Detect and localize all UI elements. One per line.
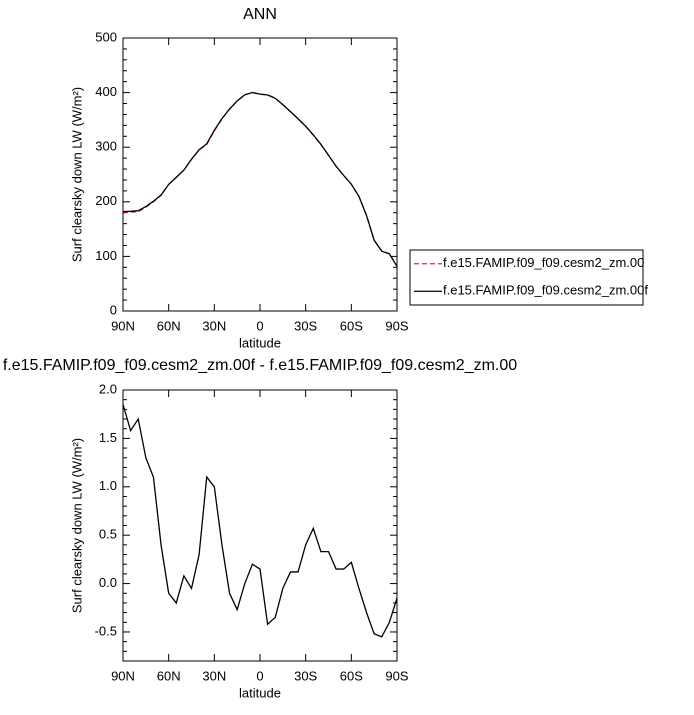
y-tick-label: 0.5 (99, 527, 117, 542)
x-axis-label: latitude (239, 685, 281, 700)
y-axis-label: Surf clearsky down LW (W/m²) (69, 438, 84, 613)
y-tick-label: 1.5 (99, 430, 117, 445)
x-tick-label: 0 (256, 668, 263, 683)
y-tick-label: 0.0 (99, 575, 117, 590)
y-tick-label: 300 (95, 139, 117, 154)
y-tick-label: 1.0 (99, 478, 117, 493)
y-axis-label: Surf clearsky down LW (W/m²) (69, 87, 84, 262)
x-tick-label: 90N (111, 318, 135, 333)
x-tick-label: 90N (111, 668, 135, 683)
chart-title: f.e15.FAMIP.f09_f09.cesm2_zm.00f - f.e15… (3, 357, 517, 374)
chart-title: ANN (243, 6, 277, 23)
y-tick-label: 400 (95, 84, 117, 99)
x-tick-label: 30S (294, 668, 317, 683)
legend-label: f.e15.FAMIP.f09_f09.cesm2_zm.00f (443, 283, 648, 298)
x-tick-label: 60S (340, 668, 363, 683)
y-tick-label: 500 (95, 29, 117, 44)
x-tick-label: 0 (256, 318, 263, 333)
legend-box (409, 249, 644, 306)
data-line (122, 91, 398, 267)
x-tick-label: 30N (202, 318, 226, 333)
y-tick-label: 200 (95, 193, 117, 208)
x-axis-label: latitude (239, 335, 281, 350)
x-tick-label: 30S (294, 318, 317, 333)
data-line (122, 91, 398, 267)
plot-frame (122, 389, 398, 662)
plot-frame (122, 37, 398, 312)
x-tick-label: 90S (385, 318, 408, 333)
x-tick-label: 60N (157, 318, 181, 333)
legend-label: f.e15.FAMIP.f09_f09.cesm2_zm.00 (443, 255, 644, 270)
x-tick-label: 90S (385, 668, 408, 683)
y-tick-label: 100 (95, 248, 117, 263)
x-tick-label: 60S (340, 318, 363, 333)
y-tick-label: -0.5 (95, 623, 117, 638)
x-tick-label: 60N (157, 668, 181, 683)
y-tick-label: 0 (110, 302, 117, 317)
data-line (122, 404, 398, 638)
y-tick-label: 2.0 (99, 381, 117, 396)
x-tick-label: 30N (202, 668, 226, 683)
